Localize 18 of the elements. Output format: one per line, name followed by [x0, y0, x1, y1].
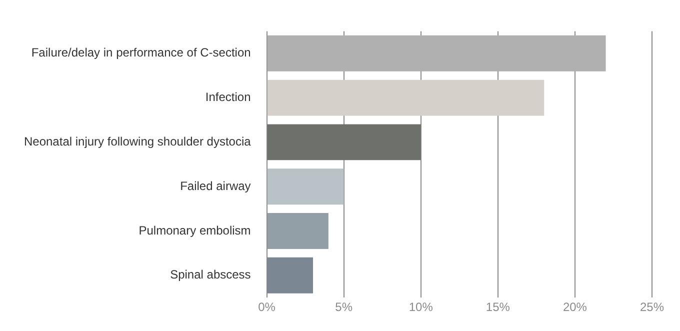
x-tick-label: 25% [640, 300, 664, 314]
y-tick-label: Failure/delay in performance of C-section [31, 46, 251, 60]
bar [267, 124, 421, 160]
y-tick-label: Infection [205, 90, 251, 104]
bar [267, 80, 544, 116]
x-tick-label: 15% [486, 300, 510, 314]
bar [267, 213, 328, 249]
bar [267, 35, 606, 72]
bar [267, 168, 344, 205]
x-tick-label: 20% [562, 300, 588, 314]
y-tick-label: Pulmonary embolism [138, 223, 251, 238]
x-tick-label: 0% [258, 300, 276, 314]
bar [267, 257, 314, 294]
y-tick-label: Spinal abscess [170, 268, 251, 282]
y-tick-label: Failed airway [180, 178, 251, 193]
y-tick-label: Neonatal injury following shoulder dystocia [24, 134, 252, 149]
x-tick-label: 5% [335, 300, 353, 314]
x-tick-label: 10% [408, 300, 434, 314]
